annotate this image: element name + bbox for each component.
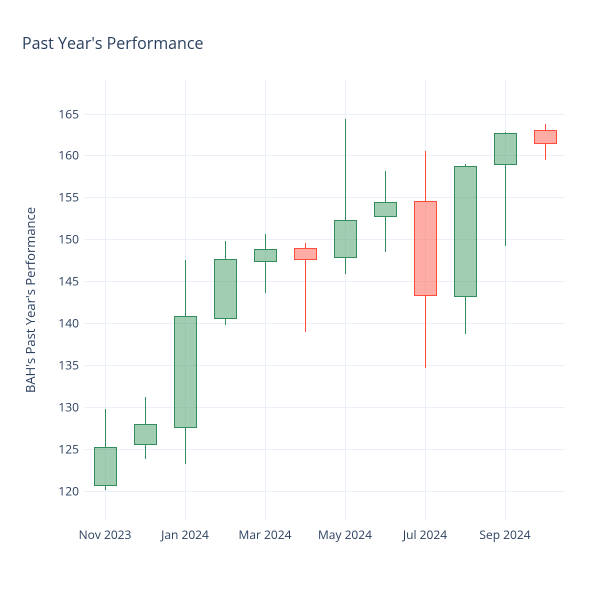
candle-wick [185, 260, 186, 316]
candle-body [214, 259, 237, 319]
y-tick-label: 155 [58, 189, 79, 206]
gridline-h [85, 407, 565, 408]
gridline-v [265, 80, 266, 520]
candle-wick [105, 486, 106, 489]
candle-body [494, 133, 517, 166]
candle-body [94, 447, 117, 486]
candle-wick [465, 297, 466, 334]
candle-wick [545, 144, 546, 160]
candle-wick [225, 319, 226, 325]
y-tick-label: 150 [58, 231, 79, 248]
candle-wick [185, 428, 186, 464]
y-tick-label: 160 [58, 147, 79, 164]
x-tick-label: Nov 2023 [79, 526, 132, 543]
gridline-h [85, 114, 565, 115]
candle-wick [225, 241, 226, 259]
gridline-h [85, 239, 565, 240]
gridline-h [85, 281, 565, 282]
candle-body [334, 220, 357, 258]
candle-body [374, 202, 397, 218]
candle-wick [425, 151, 426, 200]
candle-body [294, 248, 317, 260]
gridline-h [85, 323, 565, 324]
candle-body [534, 130, 557, 143]
x-tick-label: May 2024 [318, 526, 372, 543]
candle-body [134, 424, 157, 445]
y-tick-label: 120 [58, 482, 79, 499]
y-tick-label: 130 [58, 398, 79, 415]
candle-wick [545, 124, 546, 131]
x-tick-label: Sep 2024 [479, 526, 530, 543]
gridline-h [85, 491, 565, 492]
candle-wick [145, 397, 146, 424]
gridline-h [85, 449, 565, 450]
candle-wick [385, 217, 386, 251]
chart-title: Past Year's Performance [22, 32, 204, 54]
candle-wick [145, 445, 146, 459]
candle-wick [345, 119, 346, 220]
candle-wick [505, 165, 506, 245]
x-tick-label: Jul 2024 [403, 526, 447, 543]
y-tick-label: 135 [58, 356, 79, 373]
candle-body [454, 166, 477, 297]
y-axis-label: BAH's Past Year's Performance [21, 207, 39, 393]
y-tick-label: 145 [58, 273, 79, 290]
candle-body [174, 316, 197, 427]
x-tick-label: Mar 2024 [239, 526, 292, 543]
candle-body [254, 249, 277, 262]
candle-wick [305, 260, 306, 332]
candle-wick [105, 409, 106, 448]
candle-wick [345, 258, 346, 274]
candle-wick [265, 262, 266, 293]
x-tick-label: Jan 2024 [161, 526, 209, 543]
gridline-h [85, 365, 565, 366]
gridline-h [85, 197, 565, 198]
candle-wick [265, 234, 266, 249]
candle-wick [385, 171, 386, 202]
candle-body [414, 201, 437, 297]
y-tick-label: 165 [58, 105, 79, 122]
chart-container: { "chart": { "type": "candlestick", "tit… [0, 0, 600, 600]
candle-wick [425, 296, 426, 368]
y-tick-label: 125 [58, 440, 79, 457]
y-tick-label: 140 [58, 315, 79, 332]
